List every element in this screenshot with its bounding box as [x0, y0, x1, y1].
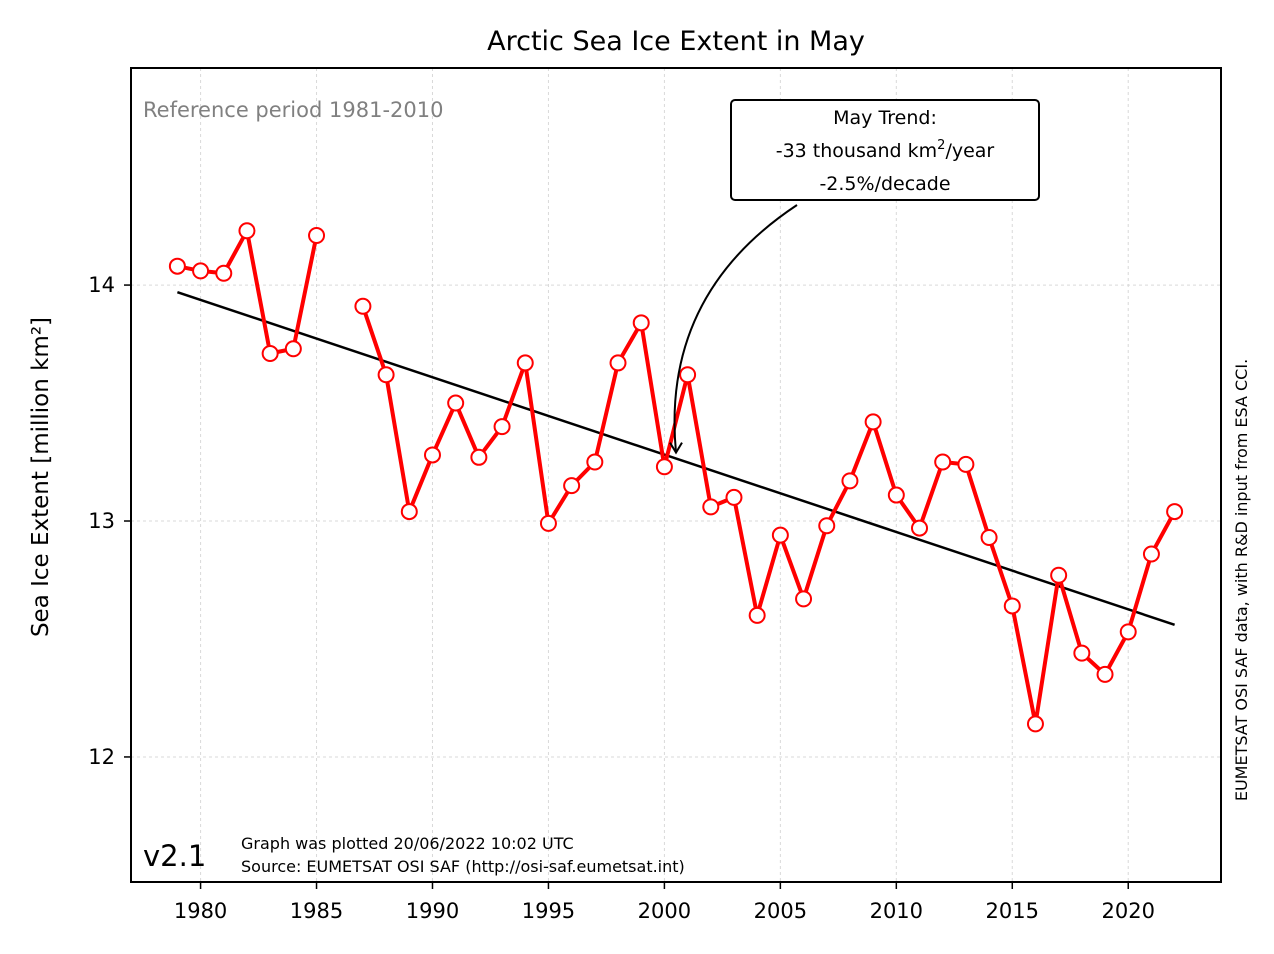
data-point	[1119, 623, 1137, 641]
trend-title: May Trend:	[833, 107, 937, 129]
data-point	[261, 344, 279, 362]
data-point	[1003, 597, 1021, 615]
version-label: v2.1	[143, 839, 206, 873]
x-tick-label: 1995	[522, 899, 575, 923]
data-point	[1166, 503, 1184, 521]
data-point	[423, 446, 441, 464]
data-point	[400, 503, 418, 521]
plot-frame	[130, 67, 1222, 883]
data-point	[377, 366, 395, 384]
data-point	[1026, 715, 1044, 733]
data-point	[192, 262, 210, 280]
y-axis-label: Sea Ice Extent [million km²]	[28, 317, 54, 637]
x-tick-label: 1990	[406, 899, 459, 923]
data-point	[980, 529, 998, 547]
data-point	[609, 354, 627, 372]
data-point	[238, 222, 256, 240]
data-point	[1050, 566, 1068, 584]
grid	[131, 68, 1221, 882]
data-point	[655, 458, 673, 476]
x-tick-label: 2000	[638, 899, 691, 923]
data-point	[586, 453, 604, 471]
trend-rate-suffix: /year	[945, 140, 994, 162]
trend-annotation-box	[730, 99, 1040, 201]
data-point	[308, 227, 326, 245]
source-text: Source: EUMETSAT OSI SAF (http://osi-saf…	[241, 857, 685, 876]
trend-arrow-head	[669, 442, 683, 455]
data-point	[725, 488, 743, 506]
y-tick-label: 13	[88, 509, 115, 533]
chart-title: Arctic Sea Ice Extent in May	[487, 26, 865, 57]
axis-ticks: 1980 1985 1990 1995 2000 2005 2010 2015 2020 12 13…	[88, 273, 1155, 923]
trend-line	[176, 290, 1176, 627]
x-tick-label: 2015	[986, 899, 1039, 923]
plot-date: Graph was plotted 20/06/2022 10:02 UTC	[241, 834, 574, 853]
data-point	[679, 366, 697, 384]
y-tick-label: 12	[88, 745, 115, 769]
data-point	[702, 498, 720, 516]
data-point	[284, 340, 302, 358]
reference-period: Reference period 1981-2010	[143, 98, 443, 122]
x-tick-label: 1985	[290, 899, 343, 923]
data-point	[563, 477, 581, 495]
data-point	[795, 590, 813, 608]
trend-rate-prefix: -33 thousand km	[776, 140, 937, 162]
series-line	[176, 228, 319, 356]
data-point	[864, 413, 882, 431]
data-point	[818, 517, 836, 535]
x-tick-label: 2020	[1102, 899, 1155, 923]
x-tick-label: 2005	[754, 899, 807, 923]
trend-arrow	[673, 204, 798, 453]
data-point	[470, 448, 488, 466]
data-point	[539, 514, 557, 532]
data-point	[447, 394, 465, 412]
y-tick-label: 14	[88, 273, 115, 297]
credit-text: EUMETSAT OSI SAF data, with R&D input fr…	[1232, 359, 1251, 801]
data-point	[493, 418, 511, 436]
data-point	[841, 472, 859, 490]
data-point	[215, 264, 233, 282]
trend-rate-sup: 2	[937, 138, 945, 153]
trend-decade: -2.5%/decade	[819, 173, 950, 195]
data-point	[632, 314, 650, 332]
data-point	[516, 354, 534, 372]
x-tick-label: 2010	[870, 899, 923, 923]
trend-series	[176, 290, 1176, 627]
data-point	[771, 526, 789, 544]
data-point	[887, 486, 905, 504]
data-point	[1096, 665, 1114, 683]
data-point	[1142, 545, 1160, 563]
series-line	[361, 305, 1177, 726]
trend-rate: -33 thousand km2/year	[776, 138, 995, 162]
extent-series	[168, 222, 1184, 733]
data-point	[168, 257, 186, 275]
data-point	[957, 455, 975, 473]
data-point	[1073, 644, 1091, 662]
trend-annotation: May Trend: -33 thousand km2/year -2.5%/d…	[669, 99, 1040, 455]
data-point	[911, 519, 929, 537]
data-point	[748, 606, 766, 624]
data-point	[934, 453, 952, 471]
data-point	[354, 297, 372, 315]
x-tick-label: 1980	[174, 899, 227, 923]
